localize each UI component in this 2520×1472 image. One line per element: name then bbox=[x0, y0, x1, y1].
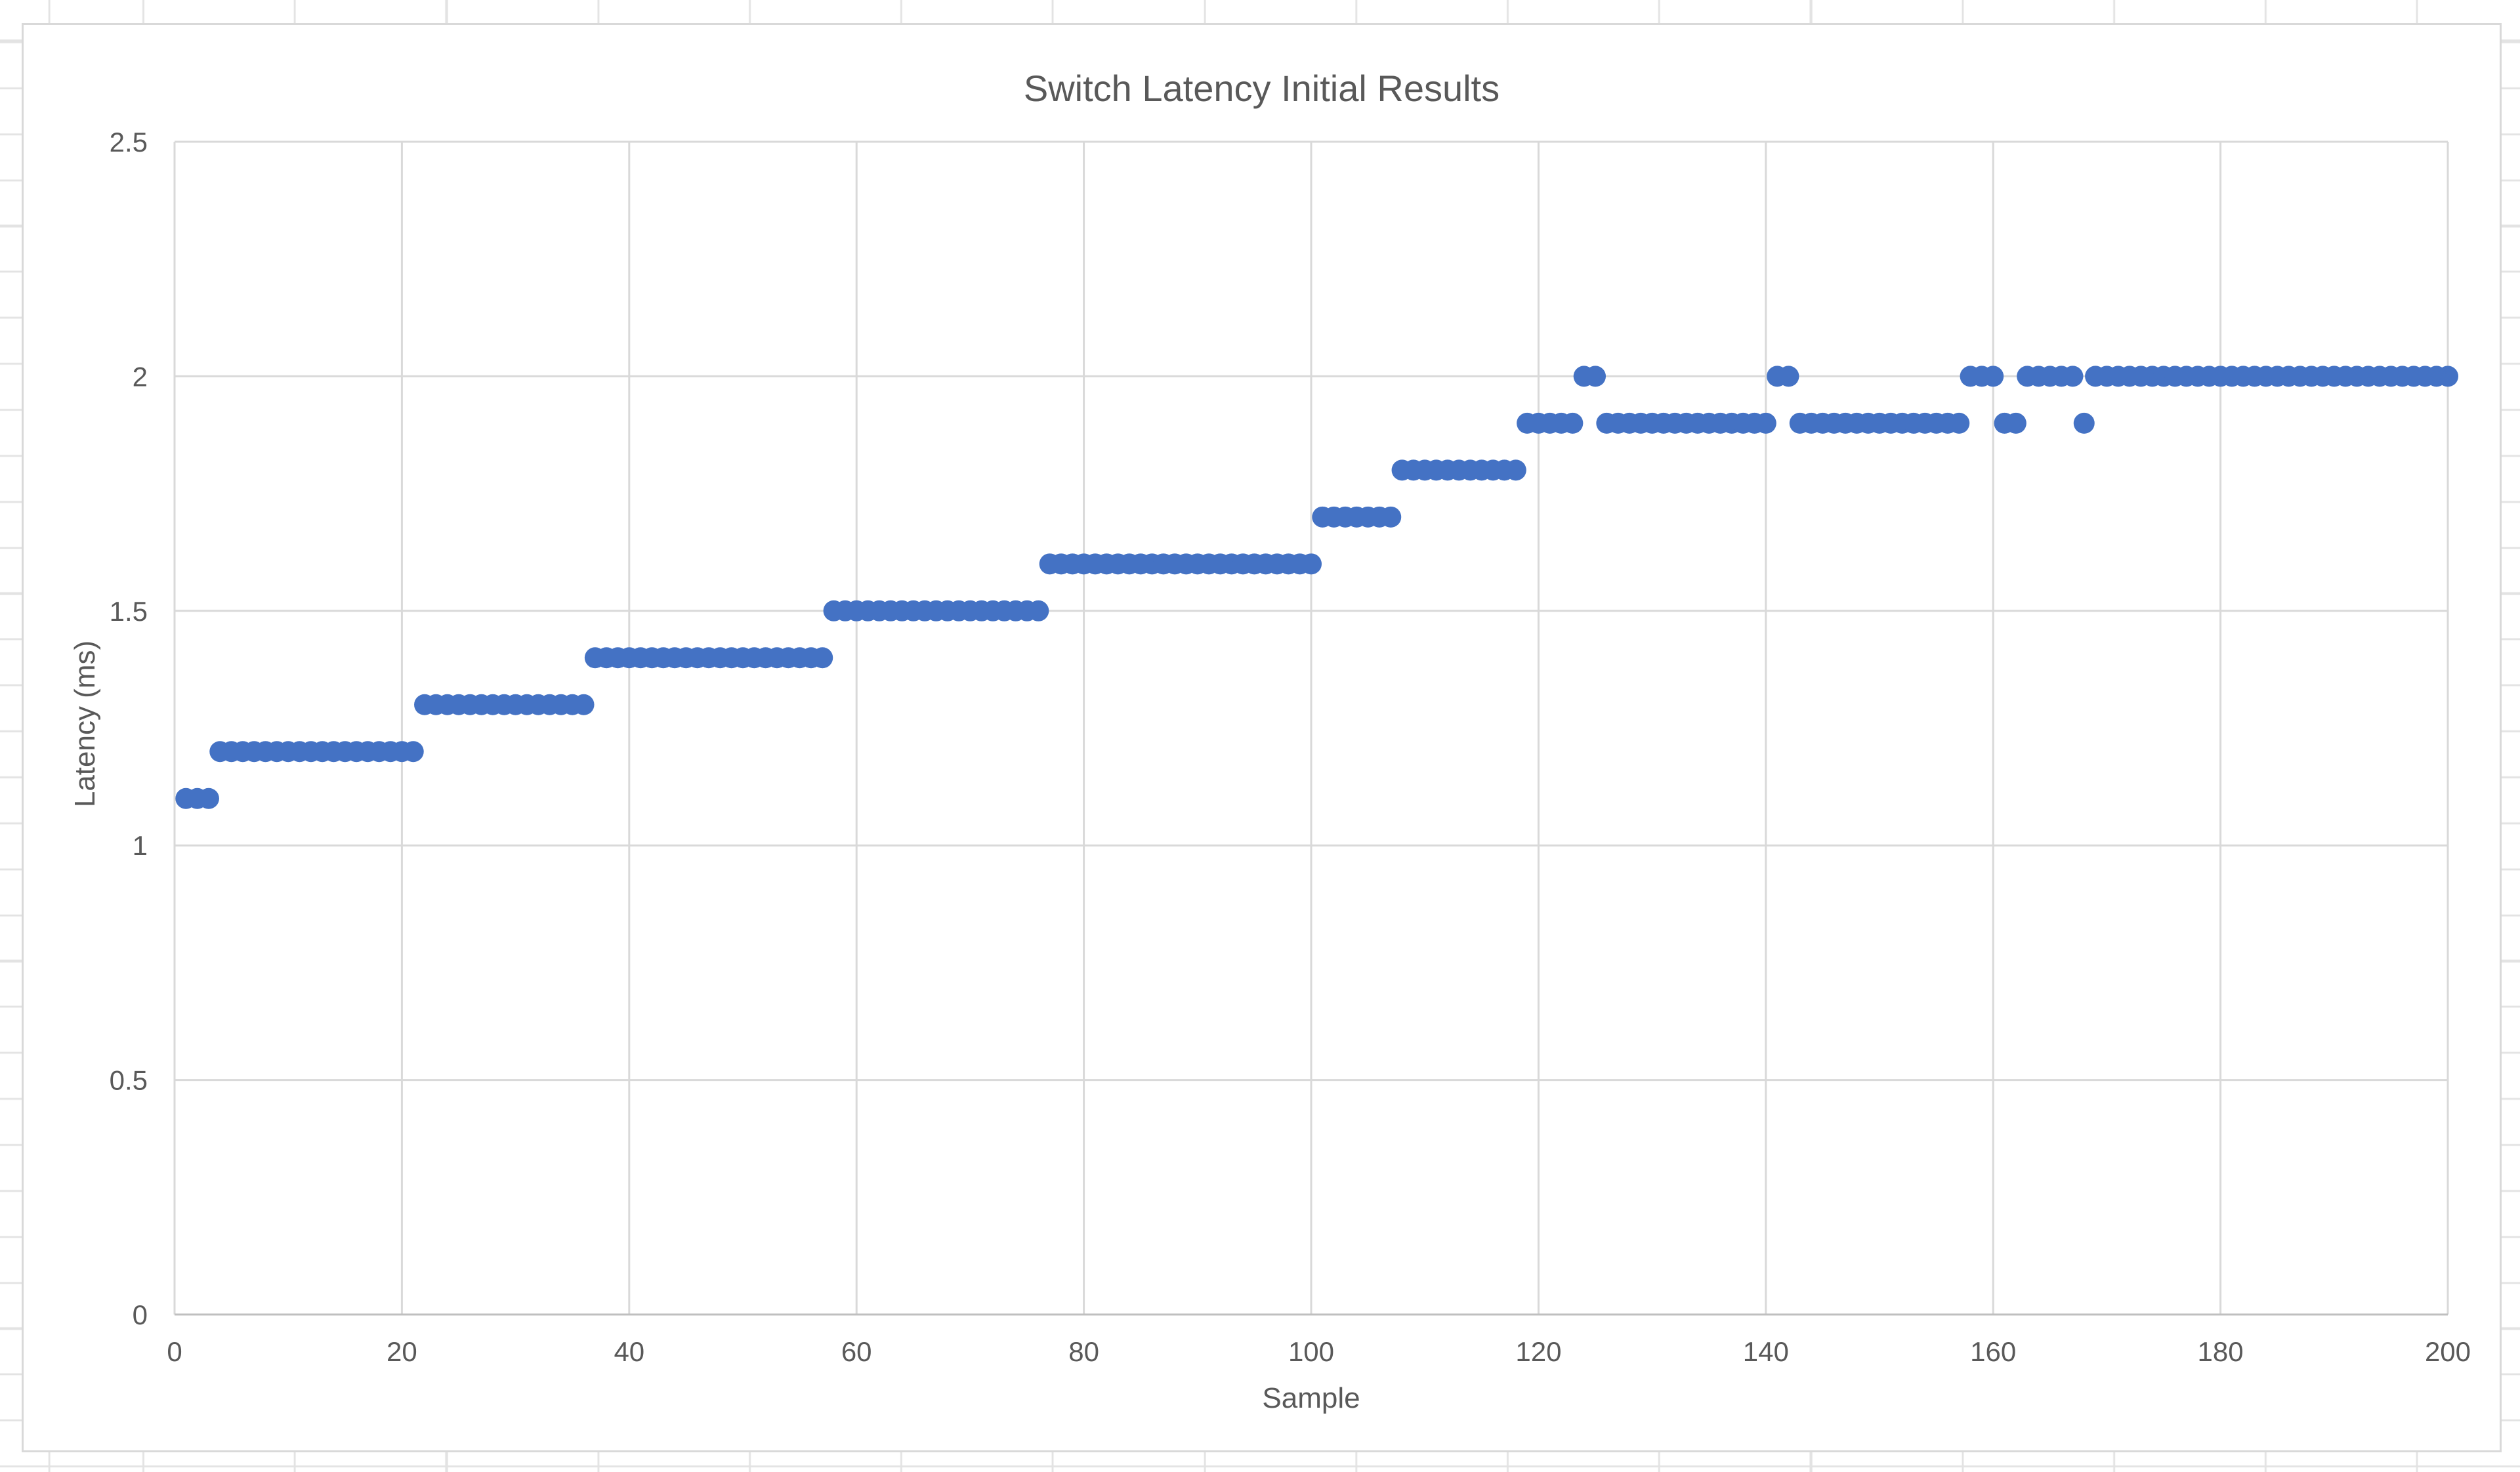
x-tick-label: 60 bbox=[841, 1336, 872, 1367]
y-tick-label: 1.5 bbox=[110, 596, 148, 627]
data-point bbox=[1983, 366, 2004, 387]
data-point bbox=[1505, 459, 1526, 481]
y-tick-label: 0 bbox=[133, 1299, 148, 1330]
x-tick-label: 80 bbox=[1068, 1336, 1099, 1367]
data-point bbox=[1562, 412, 1584, 434]
y-axis-title: Latency (ms) bbox=[69, 640, 101, 808]
x-tick-label: 180 bbox=[2198, 1336, 2244, 1367]
y-tick-label: 2.5 bbox=[110, 127, 148, 158]
x-tick-label: 100 bbox=[1288, 1336, 1334, 1367]
data-point bbox=[812, 647, 833, 669]
data-point bbox=[2073, 412, 2095, 434]
data-point bbox=[2437, 366, 2458, 387]
data-point bbox=[1778, 366, 1799, 387]
data-point bbox=[1585, 366, 1606, 387]
data-point bbox=[1755, 412, 1776, 434]
chart-container[interactable]: 0 20 40 60 80 100 120 140 160 180 200 0 0.5 1 1.5 2 2.5 … bbox=[22, 23, 2502, 1452]
data-point bbox=[2062, 366, 2084, 387]
data-point bbox=[2005, 412, 2026, 434]
x-tick-label: 160 bbox=[1970, 1336, 2016, 1367]
plot-svg: 0 20 40 60 80 100 120 140 160 180 200 0 0.5 1 1.5 2 2.5 bbox=[110, 127, 2471, 1367]
y-tick-label: 2 bbox=[133, 361, 148, 392]
x-axis-title: Sample bbox=[1262, 1382, 1360, 1414]
x-tick-label: 20 bbox=[387, 1336, 417, 1367]
data-point bbox=[402, 741, 424, 763]
y-tick-label: 0.5 bbox=[110, 1065, 148, 1096]
chart-title: Switch Latency Initial Results bbox=[1023, 68, 1500, 109]
data-point bbox=[573, 694, 595, 715]
data-point bbox=[1028, 600, 1049, 621]
data-point bbox=[1948, 412, 1970, 434]
x-tick-label: 40 bbox=[614, 1336, 644, 1367]
data-point bbox=[1301, 553, 1322, 575]
data-point bbox=[198, 788, 219, 809]
data-point bbox=[1380, 506, 1402, 528]
y-tick-label: 1 bbox=[133, 830, 148, 861]
x-tick-label: 140 bbox=[1743, 1336, 1789, 1367]
x-tick-label: 200 bbox=[2425, 1336, 2471, 1367]
x-tick-label: 120 bbox=[1515, 1336, 1561, 1367]
x-tick-label: 0 bbox=[167, 1336, 182, 1367]
